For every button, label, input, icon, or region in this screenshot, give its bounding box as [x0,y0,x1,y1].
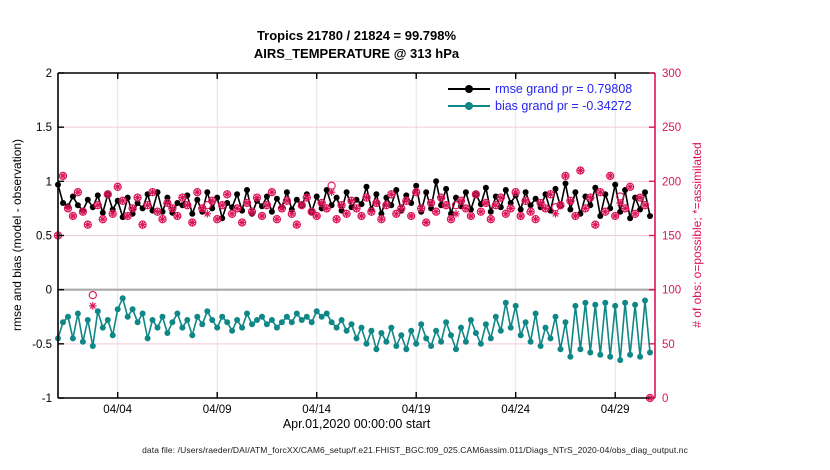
legend: rmse grand pr = 0.79808 bias grand pr = … [448,80,632,114]
right-y-tick-label: 100 [662,285,681,297]
legend-row-rmse: rmse grand pr = 0.79808 [448,80,632,97]
legend-label-rmse: rmse grand pr = 0.79808 [495,81,633,96]
plot-title-variable: AIRS_TEMPERATURE @ 313 hPa [253,46,460,61]
left-y-axis-label: rmse and bias (model - observation) [10,138,24,332]
data-file-path: data file: /Users/raeder/DAI/ATM_forcXX/… [142,445,688,455]
x-tick-label: 04/14 [302,404,331,416]
right-y-tick-label: 0 [662,393,668,405]
bias-series [55,295,653,364]
left-y-tick-label: 0 [46,285,52,297]
x-tick-label: 04/09 [203,404,232,416]
x-tick-label: 04/24 [501,404,530,416]
rmse-series [55,178,653,222]
legend-label-bias: bias grand pr = -0.34272 [495,98,632,113]
left-y-tick-label: 1.5 [36,122,52,134]
left-y-tick-label: -0.5 [32,339,52,351]
left-y-tick-label: 1 [46,176,52,188]
right-y-tick-label: 150 [662,231,681,243]
x-tick-label: 04/29 [601,404,630,416]
x-axis-label: Apr.01,2020 00:00:00 start [282,417,431,431]
right-y-axis-label: # of obs: o=possible; *=assimilated [690,142,704,328]
left-y-tick-label: 2 [46,68,52,80]
bias-line-swatch-icon [448,101,490,110]
rmse-line-swatch-icon [448,84,490,93]
gridlines [58,73,655,398]
x-tick-label: 04/04 [103,404,132,416]
right-y-tick-label: 200 [662,176,681,188]
legend-row-bias: bias grand pr = -0.34272 [448,97,632,114]
right-y-tick-label: 50 [662,339,675,351]
obs-assimilated-markers [54,166,654,402]
x-tick-label: 04/19 [402,404,431,416]
axes: 04/04 04/09 04/14 04/19 04/24 04/29 -1 -0.5 0 0.5… [32,68,681,416]
left-y-tick-label: 0.5 [36,231,52,243]
right-y-tick-label: 300 [662,68,681,80]
left-y-tick-label: -1 [42,393,52,405]
plot-title-region-count: Tropics 21780 / 21824 = 99.798% [256,28,457,43]
right-y-tick-label: 250 [662,122,681,134]
